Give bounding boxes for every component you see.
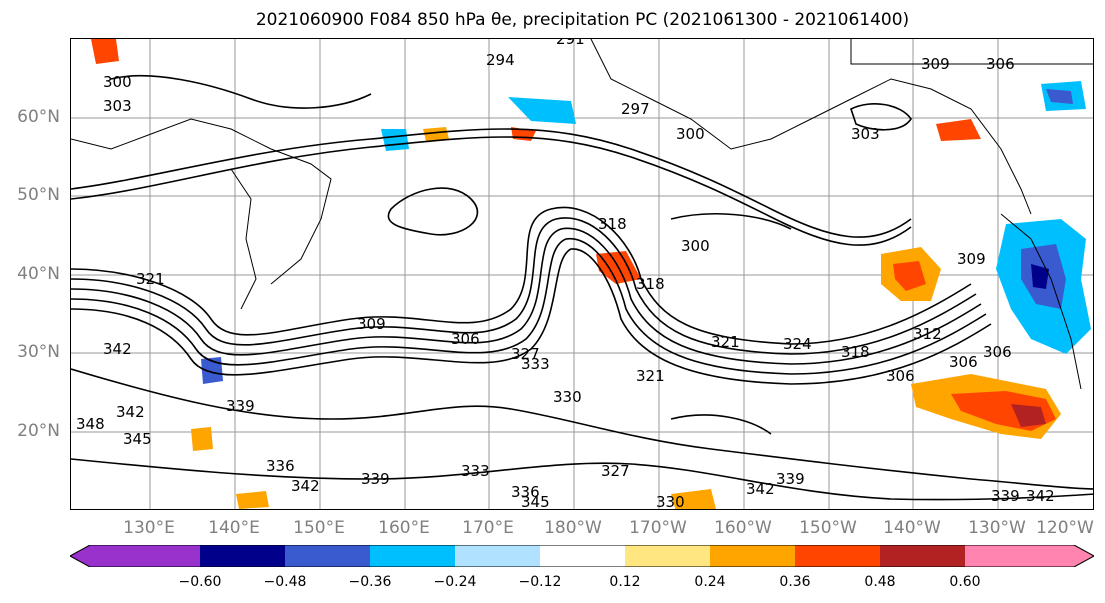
contour-label: 306	[983, 343, 1012, 361]
colorbar-tick: 0.24	[694, 574, 726, 590]
lon-label: 130°W	[968, 518, 1026, 538]
contour-label: 339	[776, 470, 805, 488]
colorbar-tick: −0.36	[348, 574, 392, 590]
contour-label: 321	[136, 270, 165, 288]
theta-e-contours	[71, 74, 1093, 501]
colorbar-segment	[965, 545, 1094, 567]
contour-label: 321	[711, 333, 740, 351]
contour-label: 330	[656, 493, 685, 510]
lon-label: 140°W	[883, 518, 941, 538]
map-title: 2021060900 F084 850 hPa θe, precipitatio…	[255, 10, 910, 30]
contour-label: 327	[511, 345, 540, 363]
contour-label: 318	[636, 275, 665, 293]
contour-label: 294	[486, 51, 515, 69]
contour-label: 345	[521, 493, 550, 510]
colorbar-segment	[200, 545, 285, 567]
lon-label: 150°E	[293, 518, 345, 538]
lon-label: 140°E	[208, 518, 260, 538]
contour-labels: 294 291 297 300 300 303 303 306 309 300 …	[76, 39, 1055, 510]
lon-label: 170°E	[462, 518, 514, 538]
contour-label: 300	[681, 237, 710, 255]
contour-label: 306	[886, 367, 915, 385]
coastlines	[71, 39, 1093, 390]
lon-label: 170°W	[629, 518, 687, 538]
colorbar-segment	[540, 545, 625, 567]
colorbar-tick: 0.12	[609, 574, 641, 590]
colorbar-segment	[710, 545, 795, 567]
colorbar-tick: 0.48	[864, 574, 896, 590]
contour-label: 312	[913, 325, 942, 343]
map-panel: 294 291 297 300 300 303 303 306 309 300 …	[70, 38, 1094, 510]
lat-label: 30°N	[17, 342, 60, 362]
contour-label: 306	[451, 330, 480, 348]
contour-label: 300	[103, 73, 132, 91]
colorbar-segment	[70, 545, 200, 567]
contour-label: 333	[521, 355, 550, 373]
contour-label: 342	[1026, 487, 1055, 505]
map-canvas: 294 291 297 300 300 303 303 306 309 300 …	[71, 39, 1093, 510]
contour-label: 339	[991, 487, 1020, 505]
contour-label: 348	[76, 415, 105, 433]
contour-label: 300	[676, 125, 705, 143]
contour-label: 309	[957, 250, 986, 268]
lon-label: 160°W	[714, 518, 772, 538]
lat-label: 40°N	[17, 264, 60, 284]
colorbar-tick: −0.24	[433, 574, 477, 590]
lon-label: 180°W	[544, 518, 602, 538]
contour-label: 309	[921, 55, 950, 73]
colorbar-tick: 0.36	[779, 574, 811, 590]
lat-label: 20°N	[17, 421, 60, 441]
contour-label: 303	[103, 97, 132, 115]
contour-label: 330	[553, 388, 582, 406]
contour-label: 309	[357, 315, 386, 333]
colorbar-tick: 0.60	[949, 574, 981, 590]
contour-label: 303	[851, 125, 880, 143]
colorbar-canvas	[68, 544, 1096, 568]
contour-label: 318	[841, 343, 870, 361]
colorbar	[68, 544, 1096, 571]
contour-label: 318	[598, 215, 627, 233]
contour-label: 342	[291, 477, 320, 495]
colorbar-tick: −0.48	[263, 574, 307, 590]
contour-label: 321	[636, 367, 665, 385]
colorbar-segment	[795, 545, 880, 567]
colorbar-segment	[455, 545, 540, 567]
contour-label: 345	[123, 430, 152, 448]
contour-label: 333	[461, 462, 490, 480]
contour-label: 327	[601, 462, 630, 480]
contour-label: 342	[103, 340, 132, 358]
contour-label: 336	[511, 483, 540, 501]
lon-label: 160°E	[378, 518, 430, 538]
contour-label: 342	[116, 403, 145, 421]
contour-label: 336	[266, 457, 295, 475]
contour-label: 306	[986, 55, 1015, 73]
contour-label: 342	[746, 480, 775, 498]
colorbar-segment	[880, 545, 965, 567]
lon-label: 120°W	[1036, 518, 1094, 538]
colorbar-segment	[625, 545, 710, 567]
contour-label: 324	[783, 335, 812, 353]
contour-label: 339	[361, 470, 390, 488]
lat-label: 60°N	[17, 107, 60, 127]
contour-label: 291	[556, 39, 585, 48]
colorbar-segment	[370, 545, 455, 567]
lat-label: 50°N	[17, 185, 60, 205]
colorbar-tick: −0.12	[518, 574, 562, 590]
contour-label: 306	[949, 353, 978, 371]
contour-label: 297	[621, 100, 650, 118]
contour-label: 339	[226, 397, 255, 415]
colorbar-tick: −0.60	[178, 574, 222, 590]
colorbar-segment	[285, 545, 370, 567]
lon-label: 130°E	[123, 518, 175, 538]
graticule	[71, 39, 1093, 509]
lon-label: 150°W	[799, 518, 857, 538]
